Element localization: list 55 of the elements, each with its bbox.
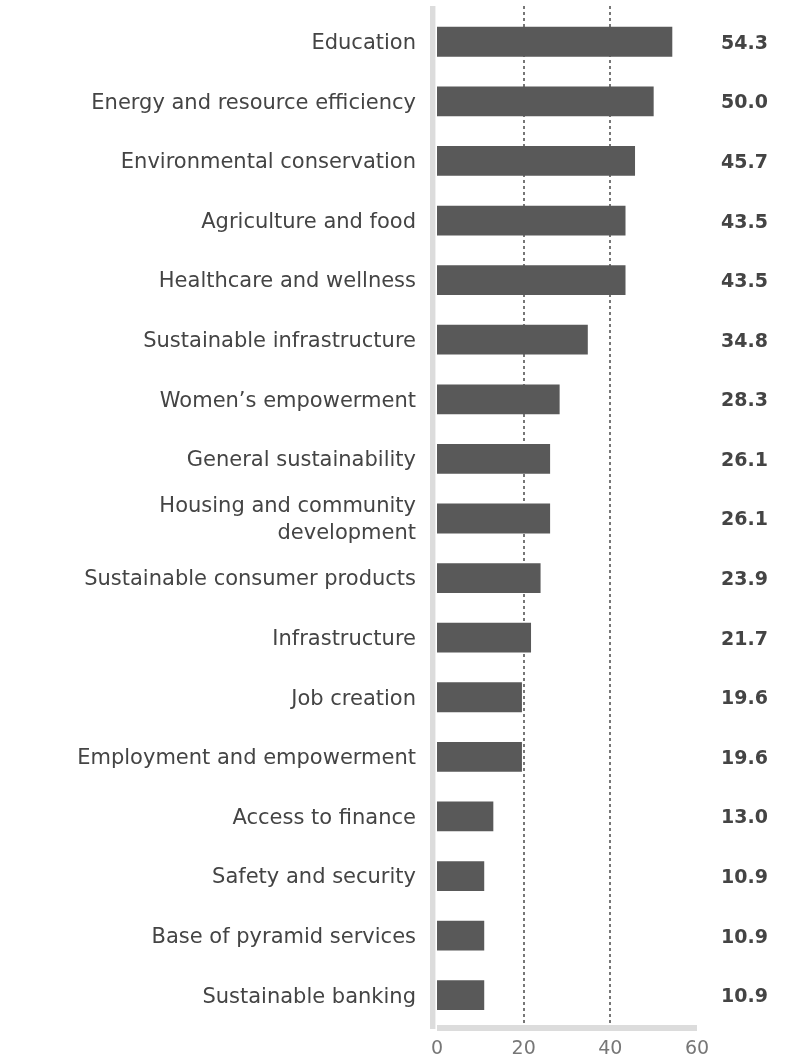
x-tick-label: 20 [511, 1035, 536, 1057]
y-tick-label: Housing and community development [159, 493, 416, 545]
x-tick-label: 40 [598, 1035, 623, 1057]
bar [437, 980, 485, 1011]
data-label: 45.7 [721, 150, 768, 172]
y-tick-label: Infrastructure [272, 626, 416, 651]
data-label: 10.9 [721, 865, 768, 887]
data-label: 21.7 [721, 627, 768, 649]
data-label: 43.5 [721, 210, 768, 232]
y-tick-label: Environmental conservation [120, 149, 416, 174]
bar [437, 384, 560, 415]
bar [437, 86, 654, 117]
bar [437, 622, 532, 653]
bar [437, 563, 541, 593]
data-label: 13.0 [721, 805, 768, 827]
y-tick-label: Safety and security [212, 864, 416, 889]
y-tick-label: Employment and empowerment [77, 745, 416, 770]
y-tick-label: Access to finance [232, 804, 416, 829]
bar [437, 503, 551, 534]
bar [437, 205, 626, 236]
y-tick-label: Sustainable infrastructure [143, 328, 416, 353]
data-label: 19.6 [721, 746, 768, 768]
bar [437, 26, 673, 57]
bar [437, 265, 626, 296]
y-tick-label: Women’s empowerment [159, 387, 416, 412]
bar [437, 801, 494, 832]
data-label: 34.8 [721, 329, 768, 351]
y-tick-label: Base of pyramid services [151, 923, 416, 948]
y-tick-label: Agriculture and food [201, 208, 416, 233]
data-label: 10.9 [721, 984, 768, 1006]
bar [437, 920, 485, 951]
bar [437, 443, 551, 474]
y-tick-label: Sustainable consumer products [84, 566, 416, 591]
bar [437, 861, 485, 891]
y-tick-label: Energy and resource efficiency [91, 89, 416, 114]
y-tick-label: General sustainability [186, 447, 416, 472]
y-tick-label: Job creation [289, 685, 416, 710]
bar [437, 682, 522, 713]
data-label: 23.9 [721, 567, 768, 589]
x-tick-label: 60 [684, 1035, 710, 1057]
data-label: 26.1 [721, 448, 768, 470]
bar [437, 324, 588, 355]
bar [437, 146, 636, 176]
data-label: 28.3 [721, 388, 768, 410]
data-label: 54.3 [721, 31, 768, 53]
y-tick-label: Education [311, 30, 416, 55]
data-label: 10.9 [721, 925, 768, 947]
bar [437, 741, 522, 772]
y-tick-label: Sustainable banking [202, 983, 416, 1008]
data-label: 50.0 [721, 90, 768, 112]
x-tick-label: 0 [430, 1035, 444, 1057]
data-label: 26.1 [721, 507, 768, 529]
data-label: 43.5 [721, 269, 768, 291]
y-tick-label: Healthcare and wellness [158, 268, 416, 293]
data-label: 19.6 [721, 686, 768, 708]
